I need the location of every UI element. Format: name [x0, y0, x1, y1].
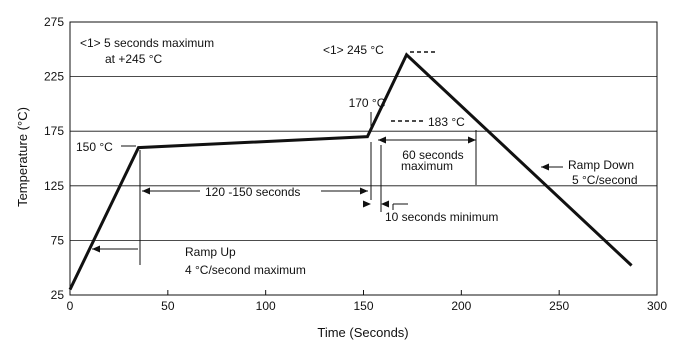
- y-tick-label-25: 25: [51, 288, 65, 302]
- soak-duration-arrow-right: [360, 187, 368, 195]
- y-tick-label-225: 225: [44, 70, 64, 84]
- x-axis-title: Time (Seconds): [317, 325, 408, 340]
- soak-duration-label: 120 -150 seconds: [205, 185, 300, 199]
- x-tick-label-300: 300: [647, 299, 667, 313]
- x-tick-label-100: 100: [256, 299, 276, 313]
- min-arrow-left: [363, 200, 371, 208]
- ramp-down-arrow: [541, 163, 549, 171]
- soak-end-label: 170 °C: [349, 96, 386, 110]
- min-arrow-right: [381, 200, 389, 208]
- time-above-arrow-left: [378, 136, 386, 144]
- peak-note-line1: <1> 5 seconds maximum: [80, 36, 214, 50]
- soak-start-label: 150 °C: [76, 140, 113, 154]
- min-label: 10 seconds minimum: [385, 210, 498, 224]
- series-layer: [68, 52, 633, 291]
- ramp-up-line2: 4 °C/second maximum: [185, 263, 306, 277]
- time-above-arrow-right: [468, 136, 476, 144]
- x-tick-label-50: 50: [161, 299, 175, 313]
- time-above-line1: 60 seconds: [402, 148, 463, 162]
- y-tick-label-75: 75: [51, 233, 65, 247]
- time-above-line2: maximum: [401, 159, 453, 173]
- ramp-up-arrow: [92, 245, 100, 253]
- ramp-down-line1: Ramp Down: [568, 158, 634, 172]
- y-tick-label-275: 275: [44, 15, 64, 29]
- soak-duration-arrow-left: [142, 187, 150, 195]
- y-tick-label-125: 125: [44, 179, 64, 193]
- axes: [69, 21, 658, 296]
- y-tick-label-175: 175: [44, 124, 64, 138]
- liquidus-label: 183 °C: [428, 115, 465, 129]
- y-axis-title: Temperature (°C): [15, 107, 30, 207]
- annotation-guides: [92, 51, 563, 265]
- x-tick-label-250: 250: [549, 299, 569, 313]
- ramp-down-line2: 5 °C/second: [572, 173, 638, 187]
- ramp-up-line1: Ramp Up: [185, 245, 236, 259]
- peak-note-line2: at +245 °C: [105, 52, 163, 66]
- profile-line: [68, 52, 633, 291]
- x-tick-label-200: 200: [451, 299, 471, 313]
- peak-label: <1> 245 °C: [323, 43, 384, 57]
- grid-lines: [70, 76, 657, 241]
- x-tick-label-0: 0: [67, 299, 74, 313]
- tick-labels: 25 75 125 175 225 275 0 50 100 150 200 250 300: [44, 15, 667, 313]
- x-tick-label-150: 150: [353, 299, 373, 313]
